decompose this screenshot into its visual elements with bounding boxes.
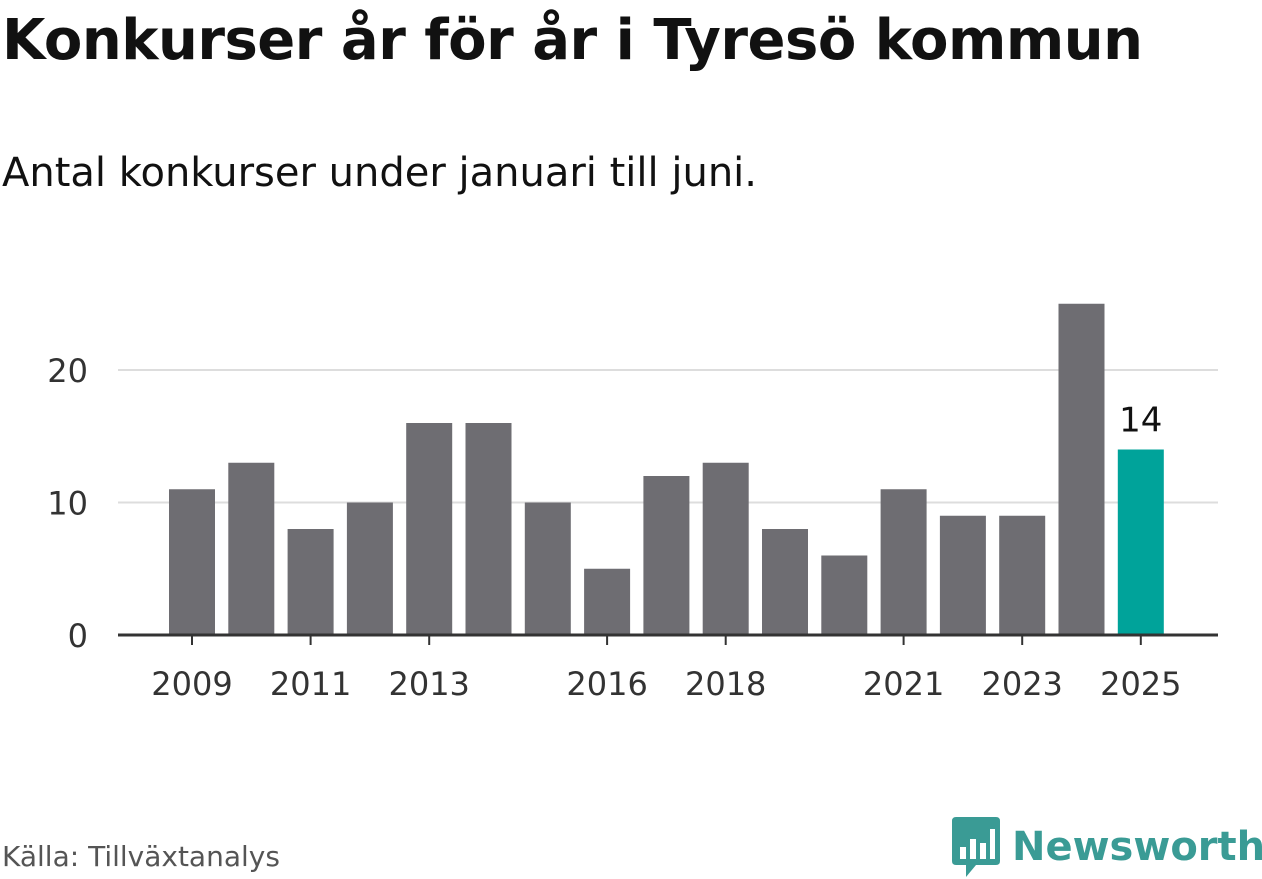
bar-2019 (762, 529, 808, 635)
bar-2014 (465, 423, 512, 635)
bar-2021 (880, 489, 927, 635)
source-note: Källa: Tillväxtanalys (2, 840, 280, 873)
bar-2015 (524, 502, 571, 635)
bar-2018 (702, 462, 749, 635)
bar-2020 (821, 555, 868, 635)
bar-chart: 0 10 20 2009 2011 2013 2016 2018 2021 2023 2025 14 (47, 303, 1218, 703)
y-tick-label-20: 20 (47, 352, 88, 390)
bar-2023 (999, 515, 1046, 635)
bar-2024 (1058, 303, 1105, 635)
bar-2017 (643, 476, 690, 635)
bar-2013 (406, 423, 453, 635)
bar-2011 (287, 529, 334, 635)
x-tick-label-2013: 2013 (388, 665, 469, 703)
chart-title: Konkurser år för år i Tyresö kommun (2, 8, 1143, 73)
x-tick-label-2021: 2021 (863, 665, 944, 703)
bar-2012 (346, 502, 393, 635)
data-label-2025: 14 (1119, 401, 1162, 441)
bar-2009 (169, 489, 215, 635)
x-tick-label-2018: 2018 (685, 665, 766, 703)
bar-2016 (584, 568, 631, 635)
y-tick-label-10: 10 (47, 485, 88, 523)
bar-2025 (1117, 449, 1164, 635)
labels: 0 10 20 2009 2011 2013 2016 2018 2021 2023 2025 14 (47, 352, 1181, 703)
brand-name: Newsworthy (1012, 824, 1262, 870)
y-tick-label-0: 0 (68, 617, 88, 655)
chart-subtitle: Antal konkurser under januari till juni. (2, 150, 757, 196)
x-tick-label-2009: 2009 (151, 665, 232, 703)
bar-2022 (939, 515, 986, 635)
x-tick-label-2016: 2016 (566, 665, 647, 703)
bar-2010 (228, 462, 275, 635)
axes (118, 633, 1218, 645)
x-tick-label-2023: 2023 (981, 665, 1062, 703)
brand-logo: Newsworthy (950, 815, 1262, 879)
newsworthy-logo-icon (952, 817, 1000, 877)
bars (169, 303, 1164, 635)
x-tick-label-2011: 2011 (270, 665, 351, 703)
x-tick-label-2025: 2025 (1100, 665, 1181, 703)
